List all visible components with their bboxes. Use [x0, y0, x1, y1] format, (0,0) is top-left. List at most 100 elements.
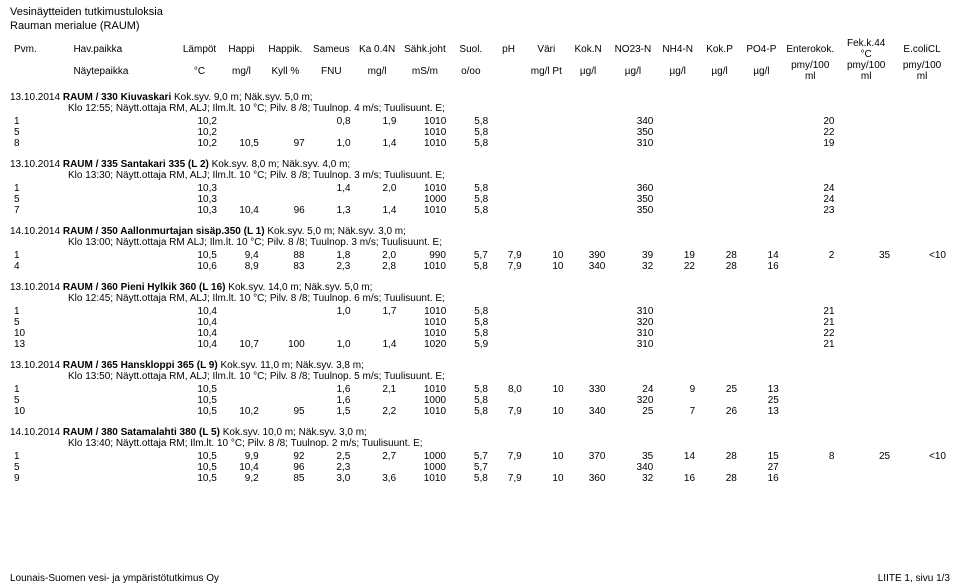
table-cell: 10	[526, 451, 568, 462]
table-cell	[70, 250, 179, 261]
table-cell: 16	[741, 261, 783, 272]
table-cell: 5,8	[450, 116, 492, 127]
section-subheader: Klo 13:40; Näytt.ottaja RM; Ilm.lt. 10 °…	[68, 438, 950, 449]
table-cell	[657, 306, 699, 317]
table-cell: 1010	[400, 127, 450, 138]
table-cell	[657, 138, 699, 149]
table-cell: 10,4	[221, 205, 263, 216]
table-cell: 310	[610, 328, 658, 339]
table-cell	[263, 395, 309, 406]
report-section: 13.10.2014 RAUM / 330 Kiuvaskari Kok.syv…	[10, 92, 950, 149]
table-cell: 19	[657, 250, 699, 261]
table-cell: 2,7	[354, 451, 400, 462]
table-cell: 5,8	[450, 395, 492, 406]
table-cell: 10,4	[179, 339, 221, 350]
table-cell: 1,0	[309, 339, 355, 350]
table-cell	[492, 339, 526, 350]
table-cell: 10,3	[179, 183, 221, 194]
table-cell	[492, 183, 526, 194]
table-cell	[741, 116, 783, 127]
table-cell	[839, 395, 895, 406]
table-cell	[492, 205, 526, 216]
table-cell: 1010	[400, 473, 450, 484]
table-cell	[838, 194, 894, 205]
table-cell: 1	[10, 250, 70, 261]
col-header: Fek.k.44 °C	[838, 38, 894, 60]
table-cell	[699, 395, 741, 406]
table-cell: 21	[783, 306, 839, 317]
table-cell	[894, 261, 950, 272]
table-cell: 83	[263, 261, 309, 272]
table-cell: 2	[783, 250, 839, 261]
table-cell	[263, 194, 309, 205]
table-cell: 10	[10, 328, 70, 339]
table-cell	[70, 406, 179, 417]
table-cell	[70, 194, 179, 205]
col-subheader	[492, 60, 526, 82]
table-cell: 5,8	[450, 138, 492, 149]
table-cell: 320	[610, 317, 658, 328]
table-cell: 1010	[400, 116, 450, 127]
data-table: 110,51,62,110105,88,0103302492513510,51,…	[10, 384, 950, 417]
table-cell	[894, 462, 950, 473]
table-cell	[699, 194, 741, 205]
table-cell	[70, 116, 179, 127]
table-cell: 35	[609, 451, 657, 462]
table-cell: 2,5	[308, 451, 354, 462]
table-cell: 5,8	[450, 127, 492, 138]
table-cell	[526, 205, 568, 216]
col-subheader: Näytepaikka	[69, 60, 178, 82]
table-cell: 7,9	[492, 250, 526, 261]
table-cell	[657, 116, 699, 127]
table-cell	[526, 127, 568, 138]
table-cell: 21	[783, 339, 839, 350]
table-cell: 1,5	[309, 406, 355, 417]
section-subheader: Klo 12:55; Näytt.ottaja RM, ALJ; Ilm.lt.…	[68, 103, 950, 114]
table-row: 1010,510,2951,52,210105,87,9103402572613	[10, 406, 950, 417]
table-cell: 5	[10, 194, 70, 205]
table-cell	[838, 205, 894, 216]
table-cell: 5,8	[450, 194, 492, 205]
table-cell: 10,4	[179, 317, 221, 328]
table-cell	[526, 306, 568, 317]
col-subheader: o/oo	[450, 60, 492, 82]
table-cell: 10	[526, 250, 568, 261]
table-cell	[70, 306, 179, 317]
col-subheader: °C	[179, 60, 221, 82]
table-cell: 7,9	[492, 451, 526, 462]
table-cell	[783, 473, 839, 484]
col-header: pH	[492, 38, 526, 60]
table-cell: 7,9	[492, 406, 526, 417]
table-cell: 370	[568, 451, 610, 462]
col-subheader: µg/l	[740, 60, 782, 82]
title-2: Rauman merialue (RAUM)	[10, 20, 950, 32]
table-cell: 1,4	[355, 339, 401, 350]
table-row: 510,210105,835022	[10, 127, 950, 138]
table-cell	[657, 127, 699, 138]
table-cell	[568, 328, 610, 339]
table-cell: 1010	[400, 317, 450, 328]
table-cell	[894, 183, 950, 194]
table-cell: 32	[609, 261, 657, 272]
section-header: 13.10.2014 RAUM / 360 Pieni Hylkik 360 (…	[10, 282, 950, 293]
col-subheader: mg/l	[221, 60, 263, 82]
table-cell	[70, 395, 179, 406]
table-cell	[894, 406, 950, 417]
table-cell	[838, 183, 894, 194]
table-cell: 2,3	[308, 462, 354, 473]
col-header: Sameus	[308, 38, 354, 60]
table-cell	[839, 384, 895, 395]
table-cell	[70, 261, 179, 272]
table-cell	[526, 339, 568, 350]
table-cell: 350	[610, 205, 658, 216]
section-subheader: Klo 13:30; Näytt.ottaja RM, ALJ; Ilm.lt.…	[68, 170, 950, 181]
table-cell: 8,0	[492, 384, 526, 395]
table-cell: 7	[10, 205, 70, 216]
table-cell	[221, 384, 263, 395]
table-cell	[741, 339, 783, 350]
table-cell	[70, 127, 179, 138]
sections-container: 13.10.2014 RAUM / 330 Kiuvaskari Kok.syv…	[10, 92, 950, 484]
table-cell	[568, 395, 610, 406]
table-row: 510,410105,832021	[10, 317, 950, 328]
table-cell	[838, 127, 894, 138]
